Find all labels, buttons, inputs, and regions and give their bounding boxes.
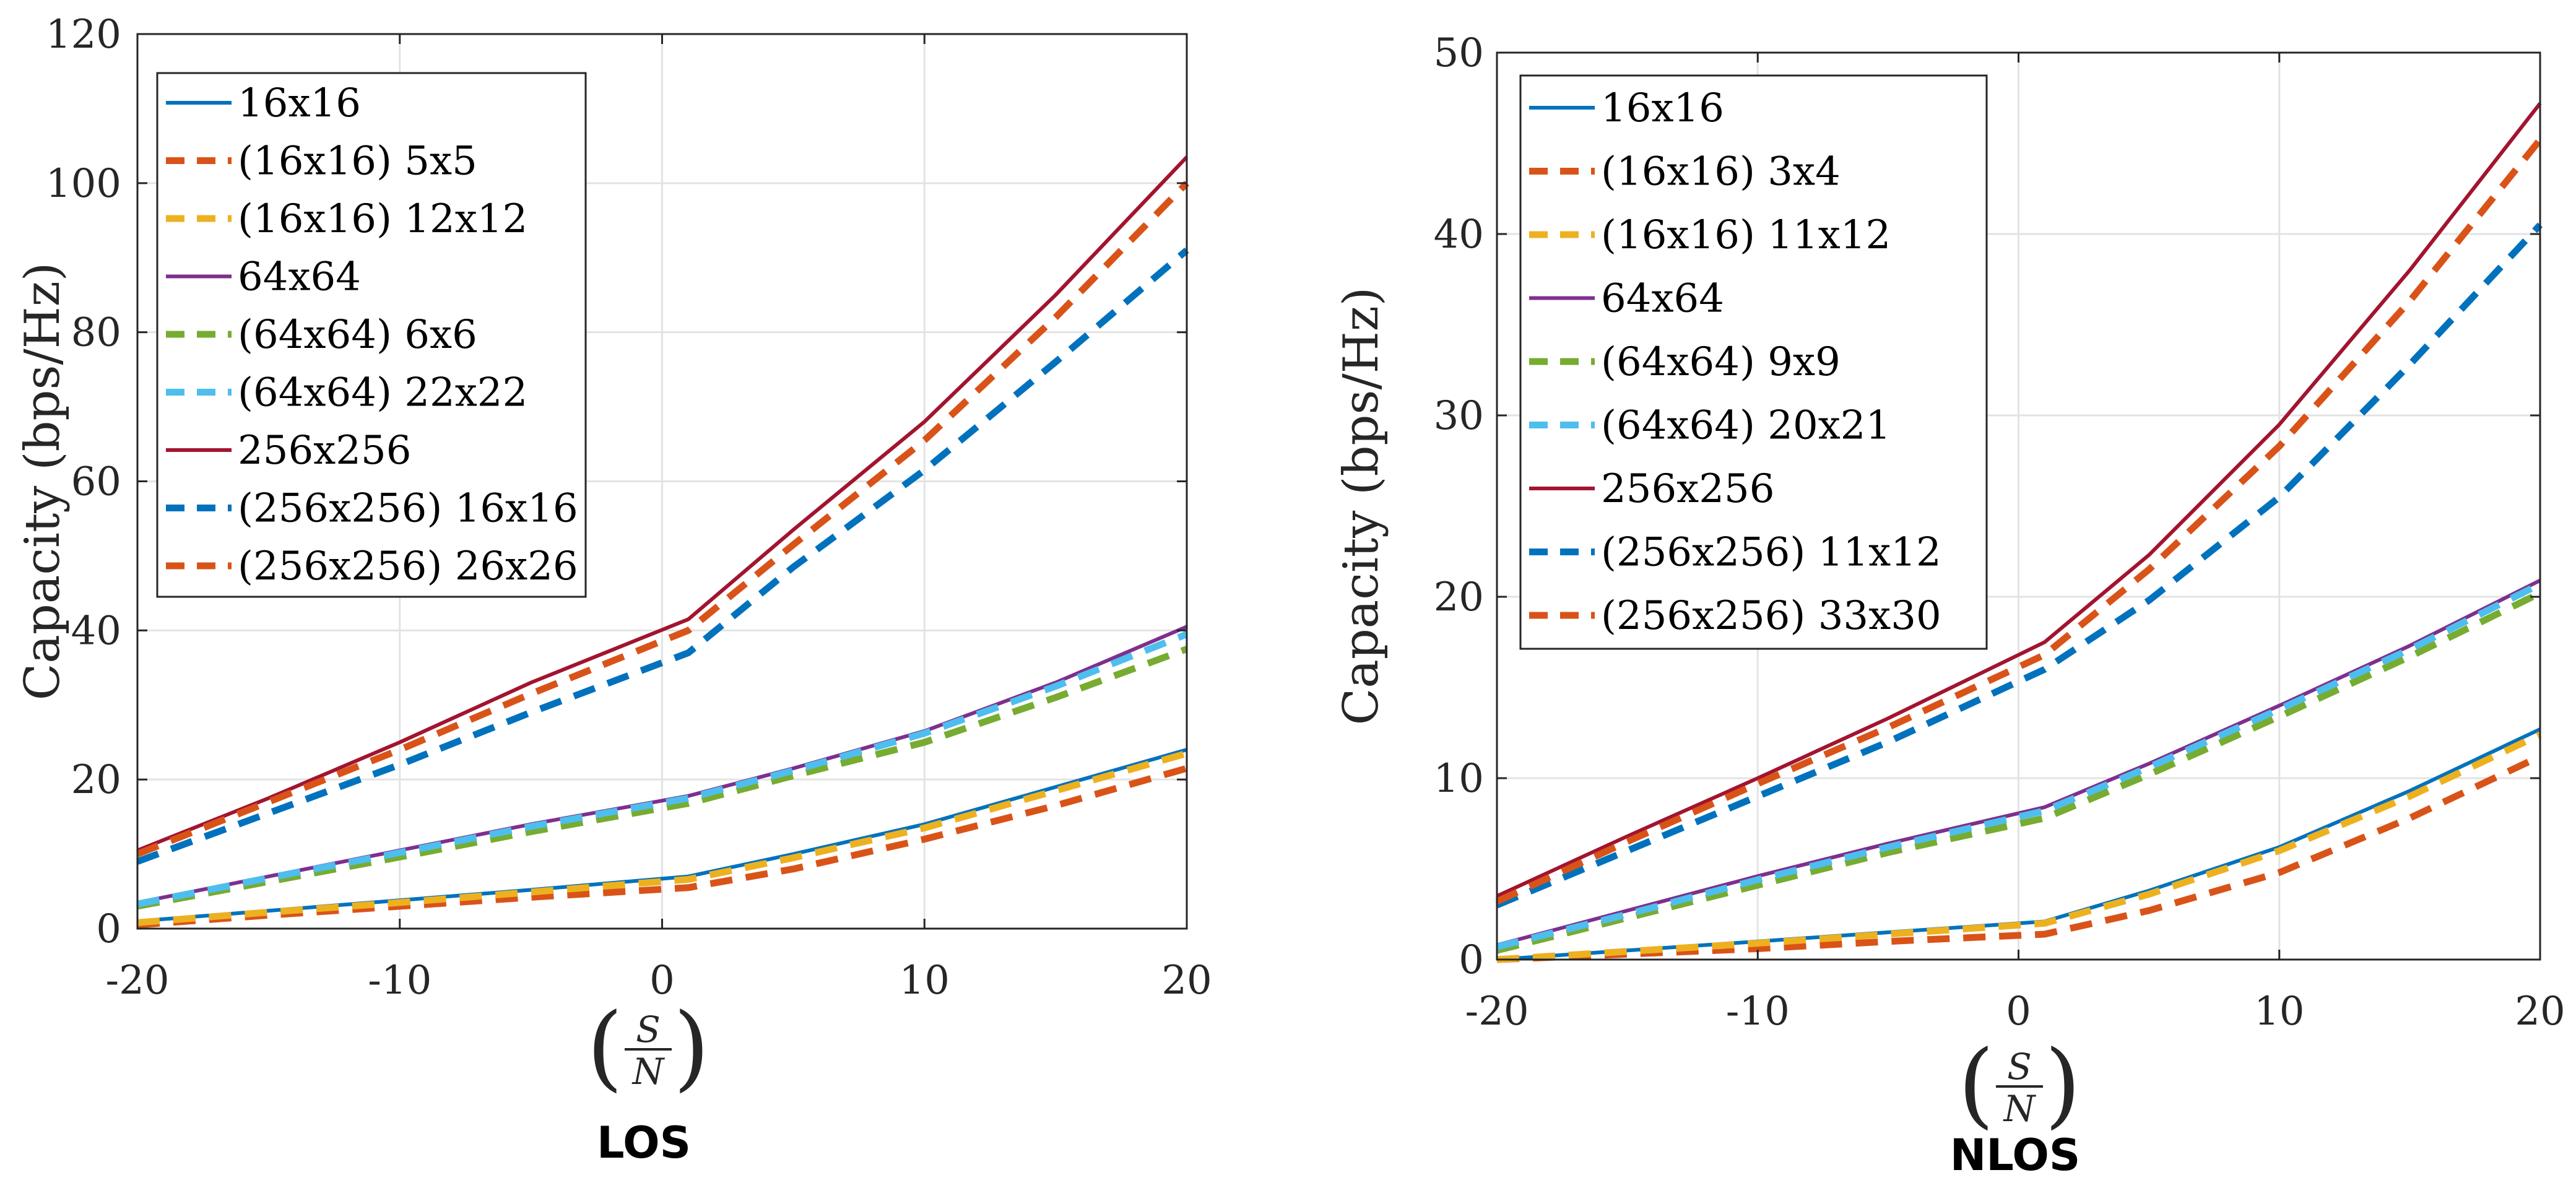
series-line-256x256	[136, 155, 1189, 852]
y-tick-label: 60	[71, 459, 121, 505]
y-tick-label: 80	[71, 310, 121, 356]
x-tick-label: 0	[649, 958, 675, 1004]
series-line-16x16-5x5	[137, 765, 1188, 929]
panel-label: NLOS	[1950, 1130, 2081, 1181]
x-axis-fraction-numerator: S	[2007, 1046, 2032, 1088]
legend-label-64x64-22x22: (64x64) 22x22	[238, 370, 527, 416]
legend-label-256x256-33x30: (256x256) 33x30	[1601, 593, 1941, 639]
series-line-256x256-16x16	[136, 248, 1189, 865]
x-axis-paren-left: (	[587, 994, 623, 1101]
legend: 16x16 (16x16) 5x5 (16x16) 12x12 64x64 (64x64…	[156, 72, 587, 598]
legend-label-16x16: 16x16	[1601, 85, 1724, 131]
x-tick-label: 10	[900, 958, 950, 1004]
x-axis-paren-left: (	[1958, 1031, 1995, 1138]
legend-label-16x16-5x5: (16x16) 5x5	[238, 139, 477, 184]
nlos-chart-panel: -20 -10 0 10 20 0 10 20 30 40 50 Capacity (bps/Hz) (…	[1334, 30, 2565, 1181]
series-line-16x16-12x12	[137, 750, 1188, 926]
x-axis-paren-right: )	[674, 994, 710, 1101]
legend-label-16x16: 16x16	[238, 80, 361, 126]
y-tick-label: 10	[1434, 756, 1484, 802]
legend-label-64x64: 64x64	[1601, 276, 1724, 322]
x-axis-fraction-denominator: N	[2003, 1088, 2037, 1130]
y-tick-label: 40	[71, 608, 121, 654]
x-tick-label: -10	[368, 958, 432, 1004]
series-line-16x16-3x4	[1496, 753, 2542, 963]
x-axis-title: () SN	[1958, 1031, 2081, 1138]
panel-label: LOS	[597, 1117, 691, 1168]
legend: 16x16 (16x16) 3x4 (16x16) 11x12 64x64 (64x64…	[1519, 74, 1988, 650]
series-line-256x256-11x12	[1495, 222, 2543, 909]
y-axis-title: Capacity (bps/Hz)	[15, 262, 71, 701]
y-tick-label: 20	[1434, 574, 1484, 620]
legend-box	[1519, 74, 1988, 650]
legend-label-256x256: 256x256	[238, 428, 411, 474]
x-tick-label: 0	[2006, 989, 2031, 1034]
x-tick-label: -10	[1726, 989, 1790, 1034]
x-axis-fraction-numerator: S	[636, 1008, 661, 1051]
legend-label-256x256-16x16: (256x256) 16x16	[238, 486, 578, 532]
x-tick-label: -20	[105, 958, 169, 1004]
legend-label-64x64: 64x64	[238, 254, 361, 300]
legend-label-64x64-9x9: (64x64) 9x9	[1601, 339, 1841, 385]
y-tick-label: 50	[1434, 30, 1484, 76]
legend-label-16x16-12x12: (16x16) 12x12	[238, 196, 527, 242]
x-axis-title: () SN	[587, 994, 710, 1101]
y-tick-label: 100	[46, 161, 121, 207]
series-line-256x256-33x30	[1495, 137, 2543, 905]
y-tick-label: 120	[46, 12, 121, 58]
legend-label-256x256-11x12: (256x256) 11x12	[1601, 530, 1941, 576]
series-line-64x64-9x9	[1496, 590, 2542, 954]
x-tick-label: 20	[1161, 958, 1212, 1004]
y-tick-label: 30	[1434, 393, 1484, 439]
x-axis-fraction-denominator: N	[631, 1051, 666, 1093]
series-line-64x64-6x6	[136, 646, 1188, 910]
y-axis-title: Capacity (bps/Hz)	[1334, 287, 1389, 726]
series-line-256x256	[1496, 102, 2542, 898]
series-line-16x16-11x12	[1496, 731, 2542, 963]
legend-label-256x256-26x26: (256x256) 26x26	[238, 544, 578, 589]
legend-label-16x16-11x12: (16x16) 11x12	[1601, 212, 1891, 258]
x-tick-label: 10	[2254, 989, 2304, 1034]
y-tick-label: 40	[1434, 212, 1484, 258]
los-chart-panel: -20 -10 0 10 20 0 20 40 60 80 100 120 Capacity (bps/…	[15, 12, 1212, 1168]
y-tick-label: 20	[71, 757, 121, 803]
legend-label-64x64-6x6: (64x64) 6x6	[238, 312, 477, 358]
x-tick-label: 20	[2515, 989, 2565, 1034]
legend-label-256x256: 256x256	[1601, 466, 1774, 512]
legend-label-64x64-20x21: (64x64) 20x21	[1601, 403, 1891, 449]
x-axis-paren-right: )	[2045, 1031, 2081, 1138]
x-tick-label: -20	[1465, 989, 1529, 1034]
series-line-256x256-26x26	[136, 180, 1189, 857]
legend-label-16x16-3x4: (16x16) 3x4	[1601, 149, 1841, 195]
series-line-64x64-22x22	[136, 631, 1189, 908]
series-line-64x64-20x21	[1496, 581, 2542, 950]
y-tick-label: 0	[96, 906, 121, 952]
y-tick-label: 0	[1459, 937, 1484, 983]
